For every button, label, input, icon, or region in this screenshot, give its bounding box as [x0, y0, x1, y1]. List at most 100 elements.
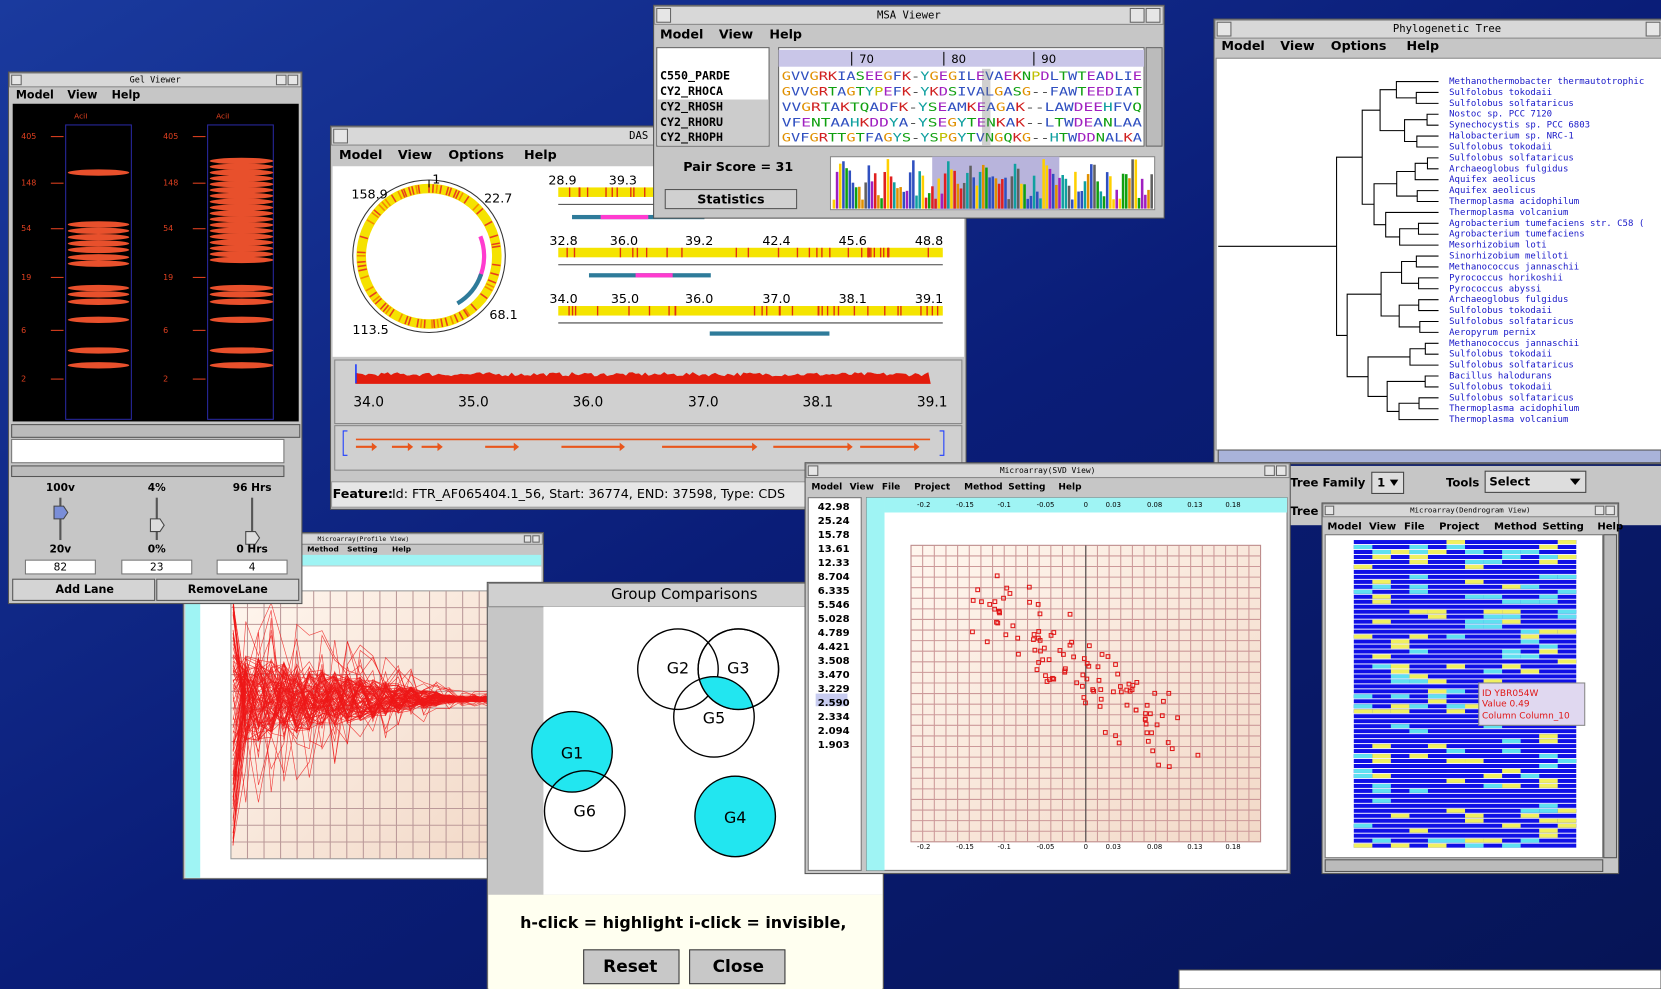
menu-item[interactable]: Help [1058, 483, 1082, 493]
window-maximize [533, 536, 539, 542]
button-label[interactable]: Reset [603, 956, 657, 976]
menu-item[interactable]: Help [1406, 38, 1439, 53]
menu-item[interactable]: Help [392, 545, 411, 554]
field-value[interactable]: 82 [54, 562, 67, 574]
window-minimize [1646, 22, 1660, 36]
track-label: 39.1 [915, 291, 943, 306]
heatmap-row [1354, 615, 1576, 619]
h-scrollbar [1218, 450, 1661, 463]
menu-item[interactable]: Model [339, 147, 382, 162]
heatmap-cell [1558, 610, 1577, 614]
heatmap-cell [1539, 754, 1558, 758]
heatmap-row [1354, 610, 1576, 614]
histogram-bar [1103, 196, 1106, 208]
hint-panel [488, 895, 882, 989]
heatmap-cell [1539, 545, 1558, 549]
tree-leaf: Halobacterium sp. NRC-1 [1449, 132, 1574, 142]
size-label: 405 [21, 132, 36, 141]
gel-band [68, 234, 129, 240]
feature-label: Feature: [333, 486, 393, 501]
menu-item[interactable]: File [882, 483, 900, 493]
heatmap-cell [1372, 580, 1391, 584]
histogram-bar [966, 173, 969, 209]
button-label[interactable]: RemoveLane [188, 583, 268, 596]
histogram-bar [903, 192, 906, 209]
menu-item[interactable]: Model [660, 26, 703, 41]
select-value[interactable]: 1 [1377, 475, 1385, 489]
axis-label: 34.0 [353, 394, 384, 410]
histogram-bar [1106, 172, 1109, 209]
heatmap-cell [1502, 610, 1521, 614]
tree-leaf: Sulfolobus solfataricus [1449, 361, 1574, 371]
control-header: 100v [46, 482, 75, 494]
button-label[interactable]: Add Lane [56, 583, 114, 596]
heatmap-cell [1539, 595, 1558, 599]
size-label: 405 [163, 132, 178, 141]
menu-item[interactable]: Options [448, 147, 504, 162]
gel-band [68, 347, 129, 353]
menu-item[interactable]: Options [1331, 38, 1387, 53]
group-label: G5 [703, 708, 725, 727]
field-label: Tree I [1290, 504, 1327, 518]
menu-item[interactable]: Model [1327, 521, 1361, 532]
menu-item[interactable]: Setting [347, 545, 378, 554]
gel-band [210, 291, 274, 297]
heatmap-cell [1372, 620, 1391, 624]
gel-band [210, 245, 274, 251]
histogram-bar [1049, 169, 1052, 209]
heatmap-cell [1484, 784, 1503, 788]
lane-label: AciI [216, 111, 229, 120]
field-value[interactable]: 23 [150, 562, 163, 574]
menu-item[interactable]: File [1404, 521, 1425, 532]
menu-item[interactable]: Project [914, 483, 951, 493]
window-maximize [1146, 8, 1160, 22]
menu-item[interactable]: View [1280, 38, 1315, 53]
menu-item[interactable]: Method [964, 483, 1002, 493]
heatmap-cell [1465, 839, 1484, 843]
window-maximize [288, 75, 298, 85]
menu-item[interactable]: Model [16, 88, 54, 101]
heatmap-cell [1354, 824, 1373, 828]
field-value[interactable]: 4 [249, 562, 256, 574]
menu-item[interactable]: Help [1597, 521, 1623, 532]
menu-item[interactable]: Setting [1542, 521, 1583, 532]
histogram-bar [874, 173, 877, 208]
button-label[interactable]: Statistics [697, 192, 764, 207]
heatmap-cell [1372, 754, 1391, 758]
heatmap-cell [1446, 839, 1465, 843]
menu-item[interactable]: Help [112, 88, 141, 101]
histogram-bar [839, 164, 842, 209]
singular-value: 8.704 [818, 572, 850, 583]
menu-item[interactable]: View [719, 26, 754, 41]
h-scrollbar [12, 425, 300, 438]
menu-item[interactable]: Help [769, 26, 802, 41]
histogram-bar [1144, 195, 1147, 209]
button-label[interactable]: Close [713, 956, 764, 976]
heatmap-cell [1539, 739, 1558, 743]
window-title: Group Comparisons [611, 586, 757, 603]
menu-item[interactable]: Project [1439, 521, 1479, 532]
menu-item[interactable]: Help [524, 147, 557, 162]
heatmap-cell [1502, 784, 1521, 788]
histogram-bar [1080, 191, 1083, 209]
sequence-name: CY2_RHOSH [660, 99, 723, 114]
menu-item[interactable]: Method [1494, 521, 1537, 532]
select-value[interactable]: Select [1489, 474, 1530, 488]
menu-item[interactable]: View [1369, 521, 1396, 532]
menu-item[interactable]: View [67, 88, 97, 101]
heatmap-cell [1391, 645, 1410, 649]
axis-label: 39.1 [917, 394, 948, 410]
menu-item[interactable]: Model [1221, 38, 1264, 53]
menu-item[interactable]: Model [811, 483, 842, 493]
heatmap-cell [1409, 674, 1428, 678]
heatmap-cell [1539, 630, 1558, 634]
menu-item[interactable]: View [850, 483, 874, 493]
h-scrollbar [12, 466, 284, 477]
size-label: 19 [21, 273, 31, 282]
menu-item[interactable]: Setting [1008, 483, 1045, 493]
menu-item[interactable]: Method [307, 545, 339, 554]
menu-item[interactable]: View [398, 147, 433, 162]
heatmap-cell [1391, 724, 1410, 728]
group-label: G2 [667, 659, 689, 678]
x-tick-label: -0.2 [917, 501, 930, 509]
